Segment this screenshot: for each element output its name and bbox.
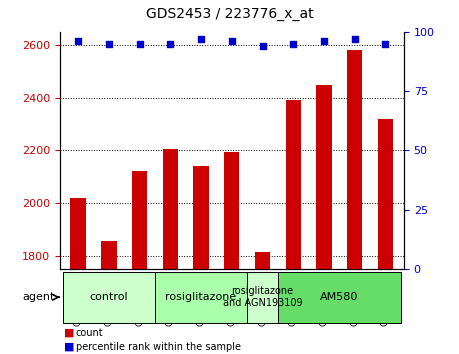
- Bar: [224, 152, 240, 354]
- FancyBboxPatch shape: [63, 272, 155, 323]
- Text: count: count: [76, 328, 103, 338]
- Point: [320, 39, 328, 44]
- Text: AM580: AM580: [320, 292, 358, 302]
- Point: [259, 43, 266, 49]
- Bar: [193, 166, 209, 354]
- Bar: [132, 171, 147, 354]
- Point: [382, 41, 389, 46]
- Text: ■: ■: [64, 342, 75, 352]
- Point: [105, 41, 112, 46]
- Text: agent: agent: [22, 292, 55, 302]
- Bar: [70, 198, 86, 354]
- Bar: [255, 252, 270, 354]
- Text: rosiglitazone: rosiglitazone: [165, 292, 237, 302]
- Point: [351, 36, 358, 42]
- Point: [167, 41, 174, 46]
- Bar: [162, 149, 178, 354]
- Text: percentile rank within the sample: percentile rank within the sample: [76, 342, 241, 352]
- Text: GDS2453 / 223776_x_at: GDS2453 / 223776_x_at: [146, 7, 313, 21]
- Point: [74, 39, 82, 44]
- Bar: [347, 50, 363, 354]
- Text: rosiglitazone
and AGN193109: rosiglitazone and AGN193109: [223, 286, 302, 308]
- Text: ■: ■: [64, 328, 75, 338]
- Point: [290, 41, 297, 46]
- FancyBboxPatch shape: [155, 272, 247, 323]
- Bar: [378, 119, 393, 354]
- Point: [136, 41, 143, 46]
- Bar: [101, 241, 117, 354]
- Bar: [316, 85, 332, 354]
- FancyBboxPatch shape: [247, 272, 278, 323]
- Point: [228, 39, 235, 44]
- Point: [197, 36, 205, 42]
- FancyBboxPatch shape: [278, 272, 401, 323]
- Bar: [285, 100, 301, 354]
- Text: control: control: [90, 292, 128, 302]
